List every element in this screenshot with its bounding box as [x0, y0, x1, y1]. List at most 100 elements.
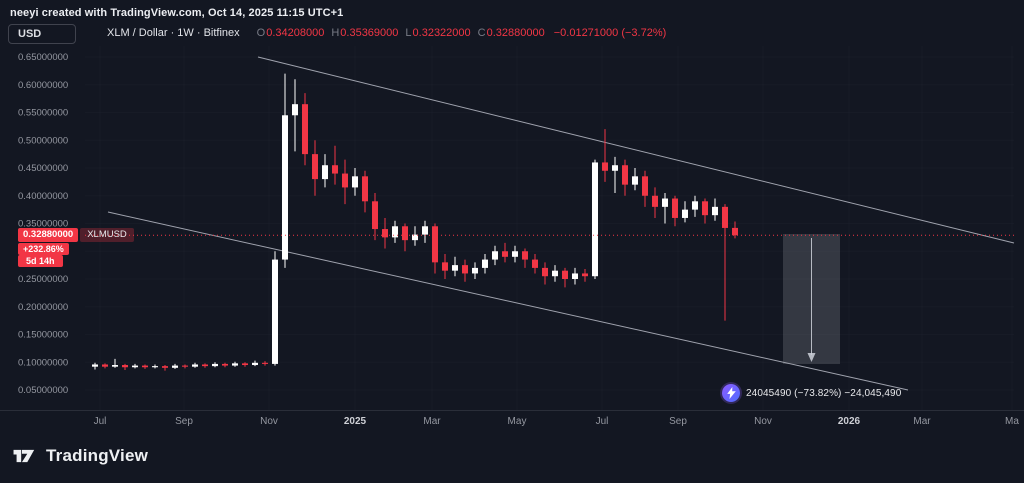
price-scale-label: 0.20000000 [18, 302, 68, 313]
time-scale-label: Mar [423, 416, 441, 427]
candle-body [162, 366, 168, 368]
candle-body [542, 267, 548, 277]
candle-body [222, 363, 228, 366]
candle-body [582, 273, 588, 277]
candle-body [532, 259, 538, 268]
candle-body [632, 176, 638, 185]
candle-body [722, 206, 728, 228]
candle-body [562, 270, 568, 279]
candle-body [642, 176, 648, 196]
time-scale[interactable]: Jul Sep Nov 2025 Mar May Jul Sep Nov 2026 Mar Ma [94, 416, 1020, 427]
symbol-info-row: XLM / Dollar · 1W · Bitfinex O 0.3420800… [107, 26, 666, 40]
candle-body [652, 195, 658, 207]
candle-body [592, 162, 598, 277]
close-value: 0.32880000 [486, 27, 545, 39]
price-scale-label: 0.60000000 [18, 80, 68, 91]
candle-body [482, 259, 488, 268]
candle-body [232, 363, 238, 366]
high-value: 0.35369000 [340, 27, 399, 39]
candle-body [602, 162, 608, 171]
candle-body [302, 104, 308, 155]
time-scale-label: Ma [1005, 416, 1019, 427]
open-label: O [256, 27, 266, 39]
candle-body [362, 176, 368, 202]
candle-body [572, 273, 578, 279]
low-label: L [405, 27, 412, 39]
candle-body [182, 365, 188, 367]
symbol-title[interactable]: XLM / Dollar · 1W · Bitfinex [107, 27, 240, 39]
candle-body [552, 270, 558, 277]
candle-body [712, 206, 718, 216]
time-scale-label: Nov [260, 416, 278, 427]
currency-button[interactable]: USD [8, 24, 76, 44]
candle-body [442, 262, 448, 271]
price-scale-label: 0.05000000 [18, 385, 68, 396]
candle-body [662, 198, 668, 207]
candle-body [412, 234, 418, 241]
candle-body [392, 226, 398, 238]
candle-body [102, 364, 108, 367]
price-scale-label: 0.10000000 [18, 357, 68, 368]
candle-body [612, 165, 618, 171]
price-scale-label: 0.50000000 [18, 135, 68, 146]
candle-body [122, 365, 128, 368]
candle-body [242, 363, 248, 366]
symbol-price-tag: XLMUSD [80, 228, 134, 242]
candle-body [312, 154, 318, 180]
time-scale-label: Nov [754, 416, 772, 427]
price-scale-label: 0.65000000 [18, 52, 68, 63]
price-range-box[interactable] [783, 234, 840, 364]
candle-body [432, 226, 438, 263]
price-range-measurement[interactable]: 24045490 (−73.82%) −24,045,490 [722, 384, 901, 402]
candle-body [172, 365, 178, 368]
last-price-tag: 0.32880000 [18, 228, 79, 242]
candle-body [272, 259, 278, 364]
close-label: C [477, 27, 486, 39]
price-scale-label: 0.55000000 [18, 108, 68, 119]
lightning-bolt-icon [726, 387, 736, 399]
candle-body [282, 115, 288, 260]
time-scale-label: Sep [669, 416, 687, 427]
price-scale-label: 0.45000000 [18, 163, 68, 174]
candle-body [492, 251, 498, 260]
candle-body [262, 362, 268, 364]
time-scale-label: Sep [175, 416, 193, 427]
candle-body [462, 265, 468, 274]
price-scale-label: 0.15000000 [18, 330, 68, 341]
trendline-lower[interactable] [107, 211, 909, 391]
price-scale[interactable]: 0.65000000 0.60000000 0.55000000 0.50000000… [18, 52, 68, 396]
grid [85, 46, 1014, 410]
candle-body [202, 364, 208, 367]
attribution-text: neeyi created with TradingView.com, Oct … [10, 7, 344, 19]
flash-icon[interactable] [722, 384, 740, 402]
candle-body [132, 365, 138, 368]
candle-body [422, 226, 428, 235]
trendline-upper[interactable] [257, 56, 1015, 244]
time-scale-label: May [508, 416, 527, 427]
candle-body [622, 165, 628, 185]
candle-body [292, 104, 298, 116]
measurement-text: 24045490 (−73.82%) −24,045,490 [746, 387, 902, 399]
time-scale-label: Jul [94, 416, 107, 427]
tradingview-logo[interactable]: TradingView [12, 444, 148, 468]
candle-body [352, 176, 358, 188]
candle-body [672, 198, 678, 218]
high-label: H [331, 27, 340, 39]
candle-body [252, 362, 258, 366]
candle-body [92, 364, 98, 367]
low-value: 0.32322000 [412, 27, 471, 39]
price-scale-label: 0.40000000 [18, 191, 68, 202]
candle-body [112, 365, 118, 367]
candle-body [732, 227, 738, 236]
time-scale-label: Jul [596, 416, 609, 427]
change-percent-tag: +232.86% [18, 243, 69, 255]
candle-body [152, 366, 158, 368]
candle-body [512, 251, 518, 257]
candle-body [452, 265, 458, 271]
time-scale-label: 2026 [838, 416, 861, 427]
candlestick-series [92, 73, 738, 371]
bar-countdown-tag: 5d 14h [18, 255, 63, 267]
candle-body [142, 365, 148, 368]
